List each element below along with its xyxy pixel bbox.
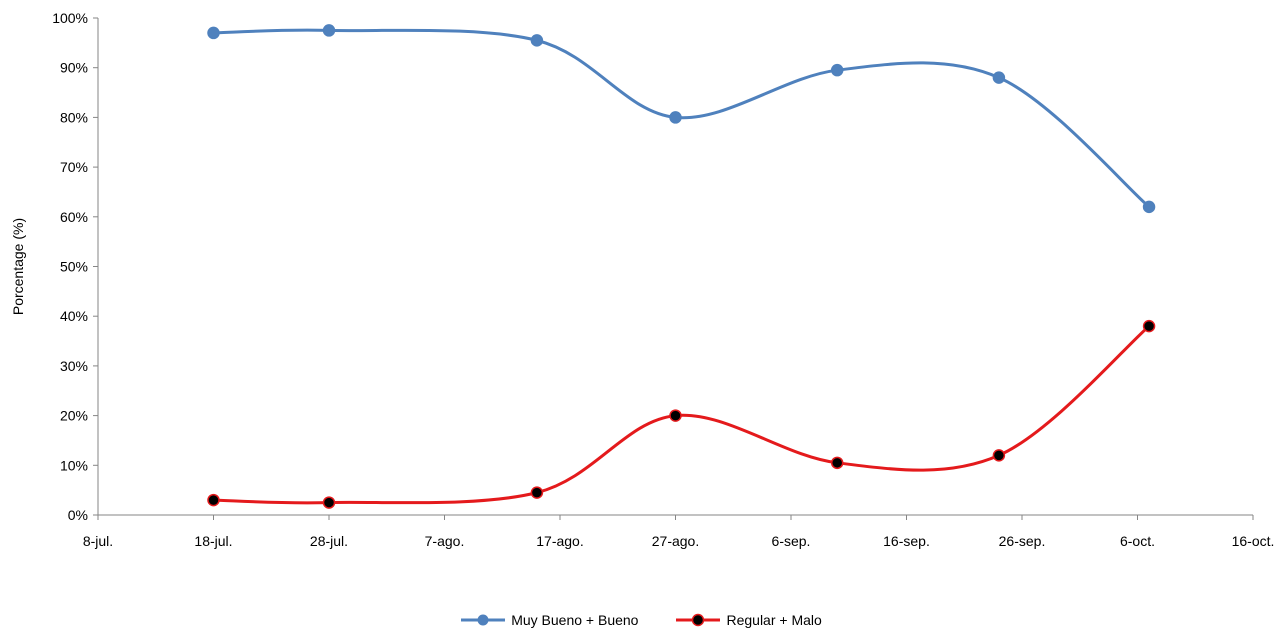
x-tick-label: 16-sep. <box>883 533 930 549</box>
y-tick-label: 20% <box>60 408 88 424</box>
data-point <box>1142 319 1156 333</box>
x-tick-label: 18-jul. <box>194 533 232 549</box>
y-tick-label: 100% <box>52 10 88 26</box>
x-tick-label: 8-jul. <box>83 533 113 549</box>
x-tick-label: 28-jul. <box>310 533 348 549</box>
y-tick-label: 90% <box>60 60 88 76</box>
data-point <box>322 496 336 509</box>
data-point <box>530 486 544 499</box>
data-point <box>992 71 1006 84</box>
data-point <box>207 26 220 40</box>
x-tick-label: 16-oct. <box>1232 533 1275 549</box>
data-point <box>992 449 1006 462</box>
series-layer <box>207 24 1156 509</box>
legend-label-regular: Regular + Malo <box>726 612 822 628</box>
y-tick-label: 10% <box>60 457 88 473</box>
legend-label-muy-bueno: Muy Bueno + Bueno <box>511 612 639 628</box>
y-tick-label: 40% <box>60 308 88 324</box>
data-point <box>669 409 682 422</box>
series-1 <box>207 319 1156 509</box>
data-point <box>830 63 844 77</box>
data-point <box>322 24 336 37</box>
x-tick-label: 27-ago. <box>652 533 699 549</box>
x-tick-label: 17-ago. <box>536 533 583 549</box>
legend-item-muy-bueno: Muy Bueno + Bueno <box>461 612 638 628</box>
data-point <box>830 456 844 470</box>
line-chart: Porcentage (%) 0% 10% 20% 30% 40% 50% 60% 70% 80… <box>10 10 1275 549</box>
y-tick-label: 50% <box>60 259 88 275</box>
y-axis-title: Porcentage (%) <box>10 218 26 315</box>
y-tick-label: 70% <box>60 159 88 175</box>
y-tick-label: 60% <box>60 209 88 225</box>
data-point <box>669 111 682 124</box>
legend-item-regular: Regular + Malo <box>676 612 822 628</box>
data-point <box>530 34 544 47</box>
y-tick-label: 30% <box>60 358 88 374</box>
data-point <box>1142 200 1156 214</box>
y-tick-label: 80% <box>60 109 88 125</box>
legend-swatch-blue-icon <box>461 614 506 626</box>
x-axis: 8-jul. 18-jul. 28-jul. 7-ago. 17-ago. 27-ago.… <box>83 514 1275 549</box>
series-0 <box>207 24 1156 214</box>
legend-swatch-red-icon <box>676 613 721 627</box>
y-tick-label: 0% <box>68 507 88 523</box>
y-axis: 0% 10% 20% 30% 40% 50% 60% 70% 80% 90% 100% <box>52 10 99 523</box>
x-tick-label: 7-ago. <box>425 533 465 549</box>
x-tick-label: 6-sep. <box>772 533 811 549</box>
legend: Muy Bueno + Bueno Regular + Malo <box>0 608 1283 632</box>
data-point <box>207 493 220 507</box>
x-tick-label: 26-sep. <box>999 533 1046 549</box>
x-tick-label: 6-oct. <box>1120 533 1155 549</box>
